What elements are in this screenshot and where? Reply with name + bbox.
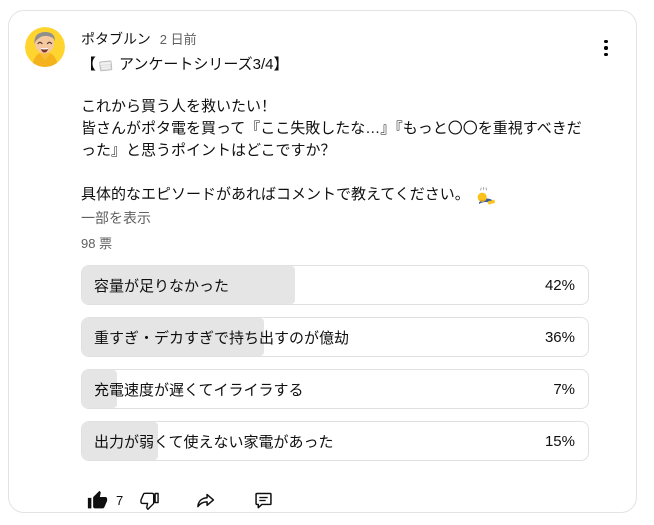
notebook-emoji-icon [97, 57, 114, 74]
share-arrow-icon [197, 493, 215, 508]
community-post-card: ポタブルン 2 日前 【 アンケートシリーズ3/4】 [8, 10, 637, 513]
title-text: アンケートシリーズ3/4】 [119, 56, 289, 73]
body-line-1: これから買う人を救いたい！ [81, 98, 277, 115]
post-menu-button[interactable] [596, 35, 616, 61]
poll-option-4[interactable]: 出力が弱くて使えない家電があった 15% [81, 421, 589, 461]
thumbs-up-icon [87, 490, 108, 509]
poll-option-2[interactable]: 重すぎ・デカすぎで持ち出すのが億劫 36% [81, 317, 589, 357]
comment-button[interactable] [251, 488, 276, 513]
post-body-closing: 具体的なエピソードがあればコメントで教えてください。 [81, 184, 589, 206]
channel-avatar[interactable] [25, 27, 65, 67]
poll-option-percent: 7% [553, 380, 575, 398]
comment-bubble-icon [255, 492, 272, 509]
vote-count: 98 票 [81, 236, 113, 251]
poll-option-label: 容量が足りなかった [94, 277, 230, 295]
avatar-image [25, 27, 65, 67]
thumbs-down-icon [140, 492, 160, 510]
channel-name[interactable]: ポタブルン [81, 31, 151, 47]
poll-option-label: 充電速度が遅くてイライラする [94, 381, 304, 399]
bowing-person-emoji-icon [475, 187, 495, 205]
title-bracket-open: 【 [81, 56, 97, 73]
poll-bar-fill [82, 266, 295, 304]
poll-option-label: 出力が弱くて使えない家電があった [94, 433, 334, 451]
post-action-bar: 7 [85, 488, 636, 513]
poll-option-percent: 36% [544, 328, 575, 346]
closing-text: 具体的なエピソードがあればコメントで教えてください。 [81, 186, 470, 203]
post-header: ポタブルン 2 日前 【 アンケートシリーズ3/4】 [25, 27, 636, 461]
poll-bar-fill [82, 370, 118, 408]
poll-bar-fill [82, 318, 265, 356]
body-line-2: 皆さんがポタ電を買って『ここ失敗したな…』『もっと〇〇を重視すべきだった』と思う… [81, 120, 582, 159]
show-more-link[interactable]: 一部を表示 [81, 210, 151, 226]
post-body: これから買う人を救いたい！ 皆さんがポタ電を買って『ここ失敗したな…』『もっと〇… [81, 96, 589, 162]
post-timestamp: 2 日前 [159, 32, 197, 47]
like-count: 7 [116, 493, 124, 508]
like-button[interactable]: 7 [85, 488, 125, 513]
dislike-button[interactable] [137, 488, 162, 513]
poll-option-1[interactable]: 容量が足りなかった 42% [81, 265, 589, 305]
poll-option-3[interactable]: 充電速度が遅くてイライラする 7% [81, 369, 589, 409]
post-content: ポタブルン 2 日前 【 アンケートシリーズ3/4】 [81, 27, 589, 461]
share-button[interactable] [192, 488, 219, 513]
poll-option-percent: 42% [544, 276, 575, 294]
poll-results: 容量が足りなかった 42% 重すぎ・デカすぎで持ち出すのが億劫 36% 充電速度… [81, 265, 589, 461]
post-title-line: 【 アンケートシリーズ3/4】 [81, 54, 589, 76]
poll-option-label: 重すぎ・デカすぎで持ち出すのが億劫 [94, 329, 350, 347]
poll-bar-fill [82, 422, 158, 460]
poll-option-percent: 15% [544, 432, 575, 450]
